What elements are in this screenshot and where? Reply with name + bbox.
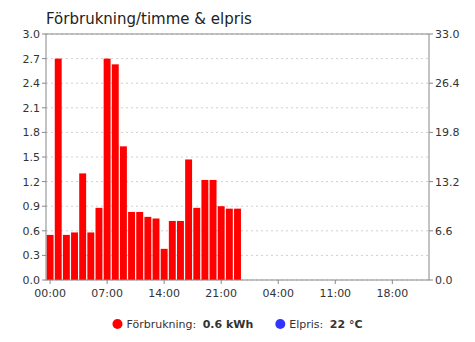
title: Förbrukning/timme & elpris [46,10,252,28]
x-tick-label: 21:00 [205,287,237,300]
y-tick-label: 0.0 [23,274,41,287]
y-tick [42,230,46,231]
bar [201,180,208,280]
y-tick [42,83,46,84]
x-tick [164,280,165,284]
y-tick-label: 2.4 [23,77,41,90]
grid [46,34,429,280]
x-tick [392,280,393,284]
y-tick [42,280,46,281]
y2-tick-label: 0.0 [435,274,453,287]
annotation-value: 22 °C [330,318,363,331]
x-tick [278,280,279,284]
bar [71,232,78,280]
y-tick [42,58,46,59]
bar [87,232,94,280]
bars [47,59,241,280]
bar [210,180,217,280]
bar [128,212,135,280]
grid-line [46,83,429,84]
y2-tick [429,280,433,281]
bar [185,159,192,280]
axes: 0.0 0.3 0.6 0.9 1.2 1.5 1.8 2.1 2.4 2.7 3.0 0.0 6.6 1… [23,28,460,300]
bar [161,249,168,280]
legend-item: Elpris: 22 °C [275,318,362,331]
annotation-text: Elpris: [289,318,327,331]
grid-line [46,58,429,59]
grid-line [46,132,429,133]
bar [104,59,111,280]
annotation-value: 0.6 kWh [203,318,254,331]
bar [47,235,54,280]
x-tick-label: 00:00 [34,287,66,300]
bar [193,208,200,280]
y-tick [42,34,46,35]
y2-tick-label: 33.0 [435,28,460,41]
x-tick-label: 11:00 [319,287,351,300]
grid-line [46,157,429,158]
y-tick-label: 1.2 [23,176,41,189]
bar [153,219,160,281]
y2-tick [429,181,433,182]
bar [218,206,225,280]
bar [136,212,143,280]
chart: 0.0 0.3 0.6 0.9 1.2 1.5 1.8 2.1 2.4 2.7 3.0 0.0 6.6 1… [0,0,475,342]
y-tick [42,132,46,133]
x-tick [107,280,108,284]
y-tick-label: 2.1 [23,102,41,115]
grid-line [46,107,429,108]
y-tick-label: 0.3 [23,249,41,262]
y-tick-label: 1.5 [23,151,41,164]
x-tick [50,280,51,284]
legend-item: Förbrukning: 0.6 kWh [112,318,253,331]
y2-tick [429,83,433,84]
legend: Förbrukning: 0.6 kWh Elpris: 22 °C [112,318,362,331]
annotation-text: Förbrukning: [126,318,199,331]
y2-tick-label: 26.4 [435,77,460,90]
y-tick [42,107,46,108]
bar [234,209,241,280]
y2-tick-label: 6.6 [435,225,453,238]
grid-line [46,181,429,182]
y2-tick-label: 13.2 [435,176,460,189]
bar [112,64,119,280]
plot-frame [46,34,429,280]
bar [144,217,151,280]
bar [226,209,233,280]
y-tick-label: 3.0 [23,28,41,41]
y-tick-label: 0.9 [23,200,41,213]
x-tick-label: 04:00 [262,287,294,300]
legend-dot [112,319,122,329]
bar [177,221,184,280]
grid-line [46,206,429,207]
x-tick [335,280,336,284]
x-tick-label: 18:00 [376,287,408,300]
y-tick-label: 2.7 [23,53,41,66]
y2-tick [429,34,433,35]
bar [63,235,70,280]
y-tick [42,206,46,207]
bar [169,221,176,280]
y2-tick [429,230,433,231]
y2-tick [429,132,433,133]
x-tick-label: 14:00 [148,287,180,300]
y-tick-label: 0.6 [23,225,41,238]
bar [120,146,127,280]
x-tick [221,280,222,284]
legend-dot [275,319,285,329]
bar [79,173,86,280]
bar [96,208,103,280]
y-tick [42,255,46,256]
x-tick-label: 07:00 [91,287,123,300]
y-tick-label: 1.8 [23,126,41,139]
y-tick [42,157,46,158]
bar [55,59,62,280]
y2-tick-label: 19.8 [435,126,460,139]
y-tick [42,181,46,182]
